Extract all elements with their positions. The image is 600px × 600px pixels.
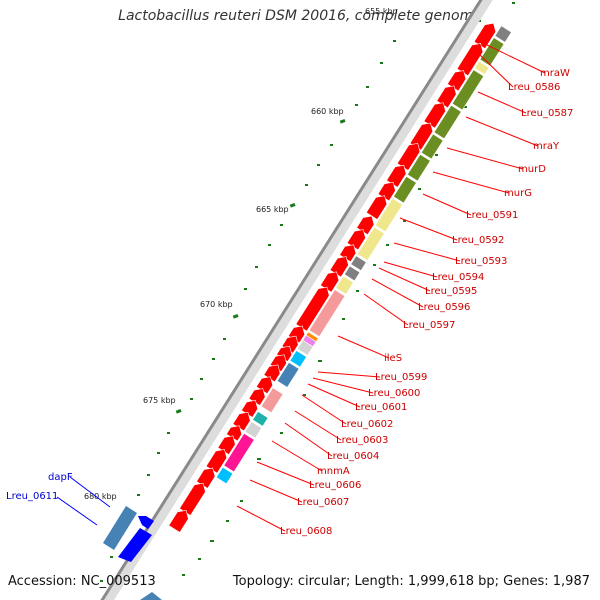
forward-cds-track[interactable] bbox=[168, 22, 497, 533]
feature-reverse[interactable] bbox=[374, 197, 403, 233]
cds-forward[interactable] bbox=[436, 85, 457, 109]
feature-reverse[interactable] bbox=[335, 275, 354, 295]
cds-forward[interactable] bbox=[295, 286, 330, 332]
label-Lreu_0595[interactable]: Lreu_0595 bbox=[425, 286, 477, 297]
label-Lreu_0603[interactable]: Lreu_0603 bbox=[336, 435, 388, 446]
left-blue-genes[interactable] bbox=[103, 506, 162, 600]
label-Lreu_0587[interactable]: Lreu_0587 bbox=[521, 108, 573, 119]
label-mraW[interactable]: mraW bbox=[540, 68, 570, 79]
cds-forward[interactable] bbox=[240, 400, 259, 418]
label-Lreu_0600[interactable]: Lreu_0600 bbox=[368, 388, 420, 399]
feature-reverse[interactable] bbox=[433, 104, 462, 140]
svg-text:655 kbp: 655 kbp bbox=[365, 7, 398, 16]
feature-reverse[interactable] bbox=[215, 466, 234, 485]
label-mraY[interactable]: mraY bbox=[533, 141, 560, 152]
cds-forward[interactable] bbox=[269, 354, 287, 373]
svg-text:670 kbp: 670 kbp bbox=[200, 300, 233, 309]
label-Lreu_0607[interactable]: Lreu_0607 bbox=[297, 497, 349, 508]
label-Lreu_0606[interactable]: Lreu_0606 bbox=[309, 480, 361, 491]
feature-reverse[interactable] bbox=[308, 289, 346, 338]
feature-reverse[interactable] bbox=[276, 361, 300, 388]
reverse-features-track[interactable] bbox=[215, 25, 512, 485]
label-ileS[interactable]: ileS bbox=[384, 353, 402, 364]
label-Lreu_0593[interactable]: Lreu_0593 bbox=[455, 256, 507, 267]
feature-reverse[interactable] bbox=[393, 175, 417, 204]
svg-text:680 kbp: 680 kbp bbox=[84, 492, 117, 501]
label-Lreu_0597[interactable]: Lreu_0597 bbox=[403, 320, 455, 331]
cds-forward[interactable] bbox=[248, 388, 266, 406]
cds-forward[interactable] bbox=[179, 482, 206, 516]
feature-reverse[interactable] bbox=[474, 60, 490, 75]
cds-forward[interactable] bbox=[276, 345, 293, 362]
map-title: Lactobacillus reuteri DSM 20016, complet… bbox=[118, 8, 482, 24]
cds-forward[interactable] bbox=[287, 325, 306, 344]
label-Lreu_0611[interactable]: Lreu_0611 bbox=[6, 491, 58, 502]
cds-forward[interactable] bbox=[263, 364, 281, 383]
feature-reverse[interactable] bbox=[343, 265, 361, 282]
cds-forward[interactable] bbox=[386, 164, 407, 188]
gene-labels-right[interactable]: mraW Lreu_0586 Lreu_0587 mraY murD murG Lreu_0… bbox=[236, 44, 573, 537]
genome-summary-text: Topology: circular; Length: 1,999,618 bp… bbox=[232, 574, 590, 589]
label-Lreu_0586[interactable]: Lreu_0586 bbox=[508, 82, 560, 93]
feature-reverse[interactable] bbox=[297, 339, 314, 356]
feature-reverse[interactable] bbox=[356, 226, 385, 261]
svg-text:665 kbp: 665 kbp bbox=[256, 205, 289, 214]
label-mnmA[interactable]: mnmA bbox=[317, 466, 350, 477]
scale-track bbox=[100, 40, 396, 582]
feature-reverse[interactable] bbox=[494, 25, 512, 43]
gene-block-Lreu_0611[interactable] bbox=[118, 528, 152, 562]
cds-forward[interactable] bbox=[168, 509, 189, 533]
feature-reverse[interactable] bbox=[451, 69, 485, 111]
label-Lreu_0602[interactable]: Lreu_0602 bbox=[341, 419, 393, 430]
feature-reverse[interactable] bbox=[289, 350, 307, 368]
cds-forward[interactable] bbox=[365, 195, 388, 220]
label-Lreu_0601[interactable]: Lreu_0601 bbox=[355, 402, 407, 413]
cds-forward[interactable] bbox=[281, 335, 299, 354]
feature-reverse[interactable] bbox=[350, 255, 367, 272]
label-Lreu_0599[interactable]: Lreu_0599 bbox=[375, 372, 427, 383]
label-Lreu_0592[interactable]: Lreu_0592 bbox=[452, 235, 504, 246]
cds-forward[interactable] bbox=[396, 142, 421, 171]
label-Lreu_0608[interactable]: Lreu_0608 bbox=[280, 526, 332, 537]
cds-forward[interactable] bbox=[226, 425, 243, 442]
label-murG[interactable]: murG bbox=[504, 188, 532, 199]
gene-block-dapF[interactable] bbox=[103, 506, 137, 550]
feature-reverse[interactable] bbox=[406, 153, 431, 182]
cds-forward[interactable] bbox=[456, 43, 484, 77]
cds-forward[interactable] bbox=[473, 22, 497, 50]
feature-reverse[interactable] bbox=[420, 133, 444, 160]
feature-reverse[interactable] bbox=[252, 410, 269, 427]
cds-forward[interactable] bbox=[205, 449, 228, 474]
cds-forward[interactable] bbox=[255, 376, 273, 395]
scale-labels: 655 kbp 660 kbp 665 kbp 670 kbp 675 kbp … bbox=[84, 7, 398, 501]
feature-reverse[interactable] bbox=[260, 387, 284, 414]
feature-reverse[interactable] bbox=[244, 421, 263, 439]
gene-block-dapF-arrow[interactable] bbox=[138, 516, 154, 529]
feature-reverse[interactable] bbox=[223, 432, 255, 473]
label-Lreu_0596[interactable]: Lreu_0596 bbox=[418, 302, 470, 313]
label-Lreu_0594[interactable]: Lreu_0594 bbox=[432, 272, 484, 283]
label-Lreu_0591[interactable]: Lreu_0591 bbox=[466, 210, 518, 221]
gene-labels-left[interactable]: dapF Lreu_0611 bbox=[6, 472, 111, 526]
label-dapF[interactable]: dapF bbox=[48, 472, 73, 483]
svg-text:675 kbp: 675 kbp bbox=[143, 396, 176, 405]
backbone bbox=[100, 0, 493, 600]
cds-forward[interactable] bbox=[339, 244, 357, 263]
accession-text: Accession: NC_009513 bbox=[8, 574, 156, 589]
label-murD[interactable]: murD bbox=[518, 164, 546, 175]
label-Lreu_0604[interactable]: Lreu_0604 bbox=[327, 451, 379, 462]
cds-forward[interactable] bbox=[423, 102, 446, 129]
svg-text:660 kbp: 660 kbp bbox=[311, 107, 344, 116]
feature-reverse[interactable] bbox=[479, 37, 505, 67]
